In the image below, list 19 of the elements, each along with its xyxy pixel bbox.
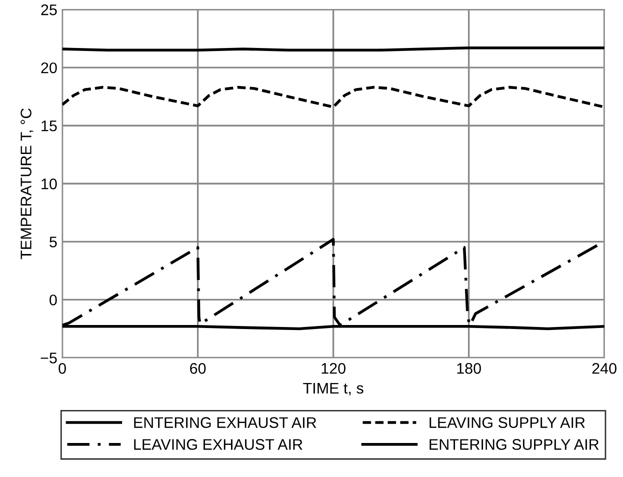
legend-label: ENTERING EXHAUST AIR [134, 417, 316, 428]
y-tick-label: 5 [50, 236, 57, 248]
x-tick-label: 0 [58, 363, 66, 374]
x-tick-label: 240 [592, 363, 616, 374]
legend-label: ENTERING SUPPLY AIR [430, 439, 599, 450]
y-tick-label: 20 [41, 62, 57, 74]
y-tick-label: 15 [42, 120, 57, 132]
y-tick-label: −5 [40, 352, 57, 364]
y-axis-title: TEMPERATURE T, °C [20, 108, 34, 260]
legend-label: LEAVING EXHAUST AIR [134, 439, 302, 450]
y-tick-label: 10 [42, 178, 57, 190]
y-tick-label: 25 [41, 4, 57, 16]
y-tick-label: 0 [50, 294, 57, 306]
x-tick-label: 180 [457, 363, 481, 374]
line-series [62, 86, 604, 108]
x-tick-label: 120 [322, 363, 346, 374]
x-tick-label: 60 [190, 363, 206, 374]
legend-label: LEAVING SUPPLY AIR [430, 417, 585, 428]
x-axis-title: TIME t, s [303, 382, 364, 396]
